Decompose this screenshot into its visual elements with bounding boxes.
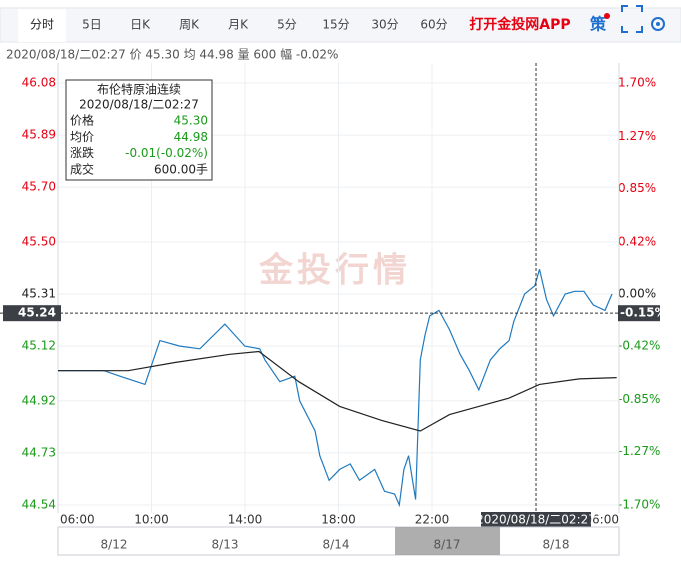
y-tick-label: 45.50 bbox=[22, 234, 56, 248]
y-tick-label: 45.12 bbox=[22, 339, 56, 353]
tooltip-value: 600.00手 bbox=[154, 162, 208, 176]
tooltip-value: 45.30 bbox=[174, 114, 208, 128]
crosshair-y2-label: -0.15% bbox=[620, 306, 667, 320]
navigator[interactable] bbox=[57, 526, 620, 556]
navigator-label: 8/14 bbox=[323, 538, 350, 552]
tooltip-value: -0.01(-0.02%) bbox=[125, 146, 208, 160]
x-tick-label: 06:00 bbox=[584, 513, 619, 527]
series-line bbox=[58, 269, 613, 508]
tooltip-label: 均价 bbox=[70, 130, 94, 144]
tab[interactable]: 60分 bbox=[420, 18, 447, 32]
info-line: 2020/08/18/二02:27 价 45.30 均 44.98 量 600 … bbox=[6, 47, 338, 62]
crosshair-y2-box bbox=[618, 305, 660, 322]
tooltip-value: 44.98 bbox=[174, 130, 208, 144]
y2-tick-label: 0.85% bbox=[618, 181, 656, 195]
tooltip-label: 价格 bbox=[70, 113, 94, 128]
tooltip: 布伦特原油连续 2020/08/18/二02:27 价格 45.30 均价 44.98… bbox=[65, 79, 213, 181]
crosshair-y-box bbox=[3, 305, 61, 322]
tooltip-label: 成交 bbox=[70, 161, 94, 176]
y2-tick-label: 1.70% bbox=[618, 76, 656, 90]
navigator-label: 8/17 bbox=[434, 538, 461, 552]
tooltip-box bbox=[65, 79, 213, 181]
x-tick-label: 06:00 bbox=[60, 513, 95, 527]
tab[interactable]: 日K bbox=[130, 18, 151, 32]
crosshair-x-box bbox=[481, 512, 591, 527]
x-tick-label: 22:00 bbox=[415, 513, 450, 527]
series-line bbox=[58, 350, 617, 432]
navigator-label: 8/13 bbox=[212, 538, 239, 552]
x-tick-label: 10:00 bbox=[134, 513, 169, 527]
strategy-button[interactable]: 策 bbox=[589, 15, 607, 34]
y-tick-label: 46.08 bbox=[22, 76, 56, 90]
y-tick-label: 44.73 bbox=[22, 445, 56, 459]
tooltip-title: 布伦特原油连续 bbox=[97, 82, 181, 97]
navigator-selection[interactable] bbox=[395, 527, 500, 555]
tab[interactable]: 周K bbox=[179, 18, 200, 32]
navigator-label: 8/18 bbox=[543, 538, 570, 552]
tooltip-date: 2020/08/18/二02:27 bbox=[79, 98, 199, 112]
fullscreen-icon[interactable] bbox=[621, 5, 643, 33]
navigator-label: 8/12 bbox=[101, 538, 128, 552]
watermark: 金投行情 bbox=[258, 251, 411, 291]
y2-tick-label: -1.70% bbox=[618, 498, 660, 512]
tab[interactable]: 5日 bbox=[82, 18, 102, 32]
y2-tick-label: -1.27% bbox=[618, 444, 660, 458]
tab[interactable]: 15分 bbox=[322, 18, 349, 32]
tooltip-label: 涨跌 bbox=[70, 145, 94, 160]
y-tick-label: 45.89 bbox=[22, 128, 56, 142]
y-tick-label: 44.92 bbox=[22, 393, 56, 407]
y-tick-label: 45.70 bbox=[22, 180, 56, 194]
toolbar bbox=[0, 7, 681, 43]
y2-tick-label: 1.27% bbox=[618, 129, 656, 143]
x-tick-label: 18:00 bbox=[321, 513, 356, 527]
tab[interactable]: 分时 bbox=[30, 18, 54, 32]
app-link[interactable]: 打开金投网APP bbox=[469, 16, 570, 33]
notice-dot bbox=[604, 13, 610, 19]
y-tick-label: 45.31 bbox=[22, 287, 56, 301]
y2-tick-label: -0.85% bbox=[618, 392, 660, 406]
tab[interactable]: 5分 bbox=[277, 18, 297, 32]
y2-tick-label: 0.00% bbox=[618, 287, 656, 301]
crosshair-x-label: 2020/08/18/二02:27 bbox=[476, 513, 596, 527]
x-tick-label: 14:00 bbox=[228, 513, 263, 527]
crosshair-y-label: 45.24 bbox=[18, 306, 56, 320]
tab[interactable]: 月K bbox=[228, 18, 249, 32]
y-tick-label: 44.54 bbox=[22, 498, 56, 512]
active-tab bbox=[18, 9, 66, 42]
y2-tick-label: -0.42% bbox=[618, 339, 660, 353]
settings-icon[interactable] bbox=[651, 17, 665, 31]
y2-tick-label: 0.42% bbox=[618, 234, 656, 248]
tab[interactable]: 30分 bbox=[371, 18, 398, 32]
